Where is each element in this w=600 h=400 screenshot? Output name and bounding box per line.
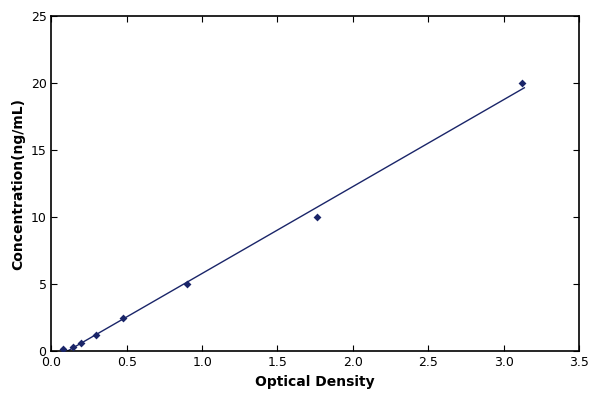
Point bbox=[76, 340, 86, 346]
Point bbox=[517, 80, 527, 86]
Point bbox=[68, 344, 78, 350]
Y-axis label: Concentration(ng/mL): Concentration(ng/mL) bbox=[11, 98, 25, 270]
X-axis label: Optical Density: Optical Density bbox=[256, 375, 375, 389]
Point bbox=[58, 346, 68, 352]
Point bbox=[182, 281, 191, 288]
Point bbox=[312, 214, 322, 220]
Point bbox=[118, 315, 127, 321]
Point bbox=[91, 332, 101, 338]
